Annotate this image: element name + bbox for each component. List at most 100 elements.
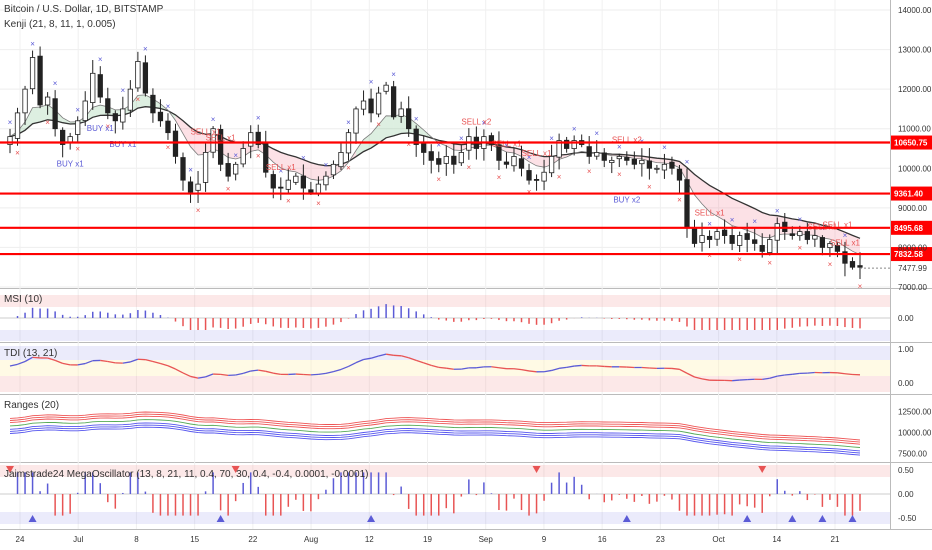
candle-body [180,157,186,181]
buy-marker: × [301,153,306,162]
candle-body [255,131,261,145]
tdi-line-segment [528,370,537,373]
buy-marker: × [549,134,554,143]
mega-sell-triangle [6,466,14,473]
tdi-line-segment [446,367,454,370]
tdi-line-segment [792,372,800,375]
candle-body [541,171,547,182]
tdi-line-segment [100,359,108,363]
tdi-line-segment [160,362,169,367]
buy-marker: × [685,157,690,166]
cloud-segment [747,205,755,234]
x-tick-label: 9 [542,535,547,544]
tdi-line-segment [54,359,63,364]
ranges-pane[interactable] [0,395,890,462]
tdi-line-segment [844,373,853,376]
tdi-line-segment [355,358,364,364]
tdi-line-segment [363,357,372,361]
y-tick-label: 9000.00 [898,204,927,213]
x-tick-label: 14 [772,535,781,544]
candle-body [759,245,765,252]
x-tick-label: 21 [831,535,840,544]
ranges-band-line [9,413,861,443]
ranges-band-line [9,424,861,454]
cloud-segment [513,147,522,157]
candle-body [135,61,141,89]
tdi-line-segment [32,356,41,359]
candle-body [594,152,600,157]
candle-body [669,161,675,169]
cloud-segment [183,120,191,147]
tdi-line-segment [333,368,342,373]
candle-body [834,244,841,252]
tdi-line-segment [679,368,688,374]
buy-marker: × [752,217,757,226]
candle-body [767,239,773,253]
sell-marker: × [527,188,532,197]
msi-pane[interactable] [0,289,890,342]
msi-band [0,295,890,307]
candle-body [398,108,404,117]
candle-body [217,128,224,165]
tdi-line-segment [235,372,244,376]
mega-sell-triangle [231,466,240,473]
candle-body [436,158,442,165]
candle-body [300,175,306,189]
sell-marker: × [707,251,712,260]
candle-body [105,98,111,114]
mega-y-tick: 0.00 [898,490,914,499]
sell-marker: × [767,259,772,268]
candle-body [330,163,337,176]
mega-buy-triangle [622,515,631,522]
x-tick-label: 22 [248,535,257,544]
mega-buy-triangle [788,515,797,522]
candle-body [601,152,607,161]
sell-marker: × [75,144,80,153]
candle-body [819,237,826,248]
ranges-y-tick: 10000.00 [898,429,932,438]
tdi-line-segment [152,360,161,365]
tdi-line-segment [521,368,530,372]
tdi-line-segment [408,357,417,361]
candle-body [390,86,397,118]
buy-marker: × [843,231,848,240]
candle-body [240,148,246,165]
cloud-segment [536,154,545,168]
candle-body [721,229,728,236]
cloud-segment [702,179,710,212]
tdi-line-segment [167,365,176,370]
sell-marker: × [226,185,231,194]
cloud-segment [732,198,740,228]
candle-body [120,108,126,123]
megaosc-pane[interactable] [0,463,890,529]
sell-signal-label: SELL x1 [522,149,552,158]
candle-body [202,152,209,183]
sell-marker: × [828,260,833,269]
tdi-line-segment [784,373,793,376]
candle-body [248,132,254,147]
candle-body [29,57,36,90]
buy-marker: × [166,102,171,111]
candle-body [14,112,21,139]
candle-body [187,181,194,193]
megaosc-label: Jaimstrade24 MegaOscillator (13, 8, 21, … [4,469,368,480]
sell-signal-label: SELL x1 [695,209,725,218]
buy-marker: × [120,86,125,95]
buy-signal-label: BUY x1 [87,124,115,133]
sell-marker: × [136,95,141,104]
buy-marker: × [256,114,261,123]
mega-y-tick: 0.50 [898,466,914,475]
tdi-band [0,346,890,360]
buy-marker: × [594,129,599,138]
candle-body [421,143,427,153]
candle-body [812,235,818,240]
buy-marker: × [30,40,35,49]
cloud-segment [310,162,319,181]
cloud-segment [453,143,462,151]
buy-marker: × [459,134,464,143]
candle-body [789,233,795,236]
cloud-segment [92,105,101,118]
candle-body [353,108,359,134]
tdi-line-segment [559,366,567,369]
